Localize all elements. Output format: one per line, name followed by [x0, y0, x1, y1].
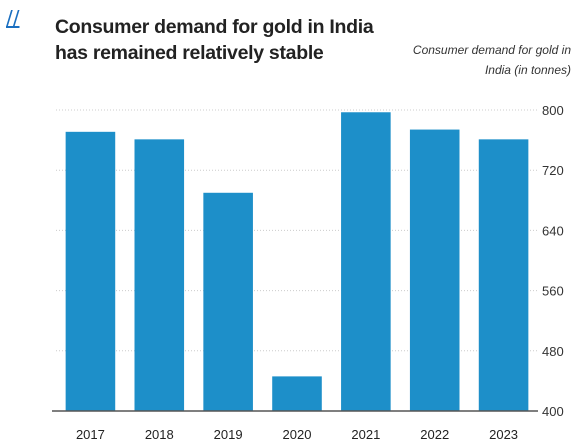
x-category-label-2019: 2019: [214, 427, 243, 442]
y-tick-label-400: 400: [542, 404, 564, 419]
bar-2017: [65, 131, 116, 411]
chart-title: Consumer demand for gold in India has re…: [55, 16, 374, 64]
y-tick-label-640: 640: [542, 223, 564, 238]
bar-2018: [134, 139, 185, 411]
gridlines: [56, 109, 538, 352]
y-axis-ticks: 400 480 560 640 720 800: [542, 103, 564, 419]
x-category-label-2021: 2021: [351, 427, 380, 442]
y-tick-label-800: 800: [542, 103, 564, 118]
y-tick-label-480: 480: [542, 344, 564, 359]
bar-2022: [409, 129, 460, 411]
bar-2021: [341, 112, 391, 411]
y-tick-label-560: 560: [542, 284, 564, 299]
x-category-label-2022: 2022: [420, 427, 449, 442]
bars: [65, 112, 529, 411]
x-category-label-2018: 2018: [145, 427, 174, 442]
x-axis-categories: 2017 2018 2019 2020 2021 2022 2023: [76, 427, 518, 442]
x-category-label-2017: 2017: [76, 427, 105, 442]
y-axis-unit-label: Consumer demand for gold in India (in to…: [412, 43, 571, 77]
x-category-label-2023: 2023: [489, 427, 518, 442]
link-slashes[interactable]: //: [6, 6, 20, 30]
bar-2020: [272, 376, 322, 411]
bar-2023: [478, 139, 529, 411]
y-tick-label-720: 720: [542, 163, 564, 178]
x-category-label-2020: 2020: [283, 427, 312, 442]
bar-2019: [203, 192, 253, 411]
